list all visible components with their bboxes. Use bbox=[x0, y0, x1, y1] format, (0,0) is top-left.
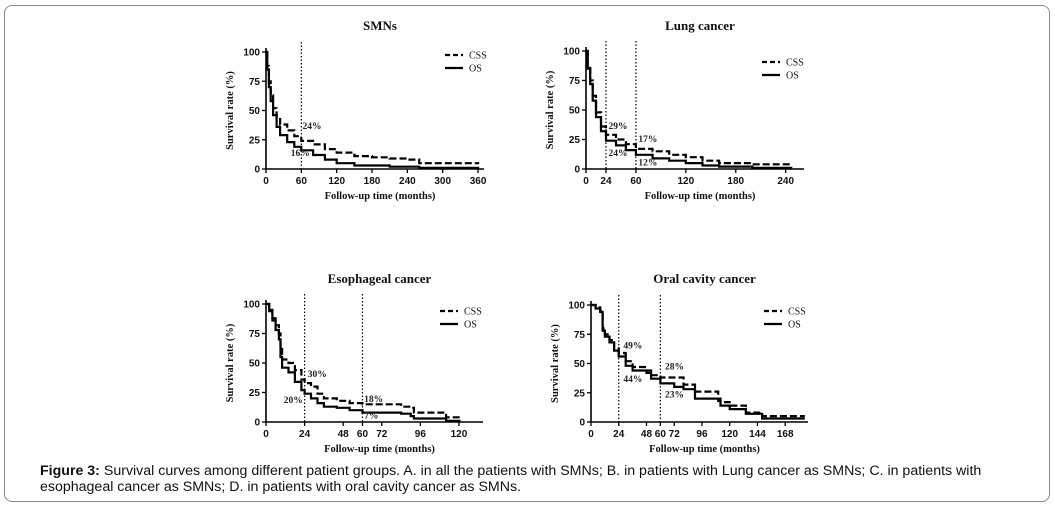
x-tick-label: 60 bbox=[357, 429, 369, 440]
y-tick-label: 0 bbox=[579, 418, 585, 429]
x-tick-label: 180 bbox=[727, 176, 744, 187]
y-tick-label: 50 bbox=[574, 359, 586, 370]
legend-label-os: OS bbox=[788, 320, 801, 331]
annotation-label: 23% bbox=[665, 390, 684, 400]
figure-frame bbox=[4, 5, 1050, 502]
x-tick-label: 168 bbox=[777, 429, 794, 440]
x-tick-label: 60 bbox=[655, 429, 667, 440]
survival-curve-css bbox=[591, 303, 805, 418]
y-axis-label: Survival rate (%) bbox=[550, 324, 561, 403]
y-tick-label: 75 bbox=[569, 76, 581, 87]
legend-label-os: OS bbox=[786, 71, 799, 82]
y-tick-label: 0 bbox=[574, 165, 580, 176]
y-tick-label: 0 bbox=[254, 165, 260, 176]
x-tick-label: 0 bbox=[263, 429, 269, 440]
x-tick-label: 120 bbox=[328, 176, 345, 187]
x-tick-label: 60 bbox=[630, 176, 642, 187]
x-axis-label: Follow-up time (months) bbox=[645, 191, 756, 202]
y-tick-label: 100 bbox=[243, 48, 260, 59]
x-tick-label: 300 bbox=[434, 176, 451, 187]
x-tick-label: 180 bbox=[364, 176, 381, 187]
annotation-label: 12% bbox=[638, 158, 657, 168]
survival-curve-css bbox=[266, 302, 461, 419]
y-tick-label: 25 bbox=[569, 135, 581, 146]
legend-label-css: CSS bbox=[469, 51, 487, 62]
x-tick-label: 72 bbox=[669, 429, 681, 440]
annotation-label: 49% bbox=[623, 341, 642, 351]
chart-title: SMNs bbox=[363, 18, 397, 33]
y-tick-label: 100 bbox=[563, 47, 580, 58]
x-tick-label: 24 bbox=[600, 176, 612, 187]
annotation-label: 24% bbox=[608, 149, 627, 159]
survival-curve-os bbox=[266, 302, 461, 422]
figure-caption: Figure 3: Survival curves among differen… bbox=[40, 463, 1040, 495]
x-tick-label: 60 bbox=[296, 176, 308, 187]
annotation-label: 28% bbox=[665, 362, 684, 372]
y-tick-label: 50 bbox=[569, 106, 581, 117]
annotation-label: 29% bbox=[608, 122, 627, 132]
y-tick-label: 25 bbox=[574, 388, 586, 399]
legend-label-os: OS bbox=[469, 64, 482, 75]
x-tick-label: 0 bbox=[263, 176, 269, 187]
x-tick-label: 96 bbox=[696, 429, 708, 440]
annotation-label: 30% bbox=[308, 370, 327, 380]
y-tick-label: 75 bbox=[574, 330, 586, 341]
y-tick-label: 50 bbox=[249, 106, 261, 117]
x-tick-label: 120 bbox=[677, 176, 694, 187]
survival-curve-os bbox=[586, 49, 793, 169]
y-tick-label: 100 bbox=[568, 301, 585, 312]
survival-curve-os bbox=[591, 303, 805, 420]
annotation-label: 44% bbox=[623, 375, 642, 385]
x-tick-label: 0 bbox=[583, 176, 589, 187]
x-axis-label: Follow-up time (months) bbox=[649, 444, 760, 455]
x-axis-label: Follow-up time (months) bbox=[324, 444, 435, 455]
y-axis-label: Survival rate (%) bbox=[225, 71, 236, 150]
x-axis-label: Follow-up time (months) bbox=[325, 191, 436, 202]
x-tick-label: 24 bbox=[613, 429, 625, 440]
x-tick-label: 240 bbox=[777, 176, 794, 187]
legend-label-css: CSS bbox=[786, 58, 804, 69]
annotation-label: 17% bbox=[638, 135, 657, 145]
x-tick-label: 120 bbox=[451, 429, 468, 440]
x-tick-label: 48 bbox=[641, 429, 653, 440]
y-tick-label: 25 bbox=[249, 135, 261, 146]
x-tick-label: 120 bbox=[721, 429, 738, 440]
y-tick-label: 75 bbox=[249, 329, 261, 340]
x-tick-label: 240 bbox=[399, 176, 416, 187]
x-tick-label: 72 bbox=[376, 429, 388, 440]
y-tick-label: 100 bbox=[243, 300, 260, 311]
y-tick-label: 75 bbox=[249, 77, 261, 88]
annotation-label: 16% bbox=[291, 149, 310, 159]
survival-curve-css bbox=[266, 50, 480, 165]
x-tick-label: 24 bbox=[299, 429, 311, 440]
caption-label: Figure 3: bbox=[40, 463, 100, 479]
annotation-label: 7% bbox=[364, 411, 378, 421]
legend-label-os: OS bbox=[464, 320, 477, 331]
annotation-label: 18% bbox=[364, 395, 383, 405]
y-axis-label: Survival rate (%) bbox=[545, 70, 556, 149]
survival-curve-os bbox=[266, 50, 480, 169]
x-tick-label: 48 bbox=[338, 429, 350, 440]
annotation-label: 24% bbox=[303, 122, 322, 132]
chart-title: Lung cancer bbox=[665, 18, 735, 33]
chart-title: Esophageal cancer bbox=[328, 271, 432, 286]
y-tick-label: 0 bbox=[254, 418, 260, 429]
annotation-label: 20% bbox=[284, 396, 303, 406]
x-tick-label: 144 bbox=[749, 429, 766, 440]
y-tick-label: 25 bbox=[249, 388, 261, 399]
x-tick-label: 96 bbox=[415, 429, 427, 440]
legend-label-css: CSS bbox=[788, 307, 806, 318]
x-tick-label: 0 bbox=[588, 429, 594, 440]
y-tick-label: 50 bbox=[249, 359, 261, 370]
x-tick-label: 360 bbox=[470, 176, 487, 187]
chart-title: Oral cavity cancer bbox=[653, 271, 756, 286]
y-axis-label: Survival rate (%) bbox=[225, 323, 236, 402]
legend-label-css: CSS bbox=[464, 307, 482, 318]
caption-text: Survival curves among different patient … bbox=[40, 463, 982, 495]
